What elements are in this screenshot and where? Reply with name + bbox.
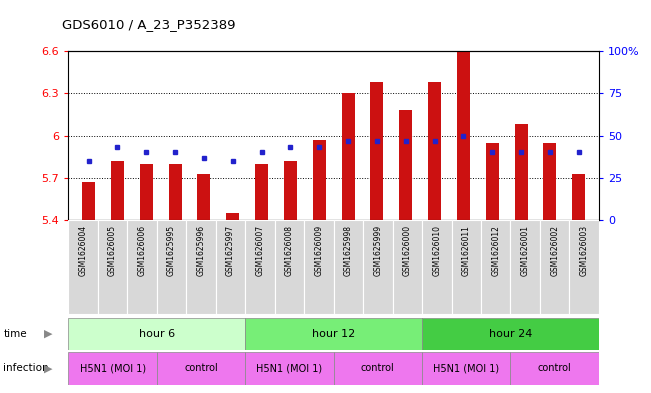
Text: GSM1625997: GSM1625997 [226, 225, 235, 276]
Text: GSM1626011: GSM1626011 [462, 225, 471, 275]
Text: H5N1 (MOI 1): H5N1 (MOI 1) [79, 364, 146, 373]
Bar [186, 220, 215, 314]
Text: GSM1626009: GSM1626009 [314, 225, 324, 276]
Bar [245, 352, 334, 385]
Bar [157, 220, 186, 314]
Text: GDS6010 / A_23_P352389: GDS6010 / A_23_P352389 [62, 18, 236, 31]
Bar [540, 220, 570, 314]
Text: control: control [361, 364, 395, 373]
Text: GSM1626000: GSM1626000 [403, 225, 412, 276]
Text: H5N1 (MOI 1): H5N1 (MOI 1) [433, 364, 499, 373]
Text: GSM1625995: GSM1625995 [167, 225, 176, 276]
Bar [457, 51, 470, 220]
Bar [111, 161, 124, 220]
Bar [486, 143, 499, 220]
Bar [334, 220, 363, 314]
Bar [481, 220, 510, 314]
Text: GSM1626004: GSM1626004 [79, 225, 88, 276]
Bar [68, 220, 98, 314]
Text: GSM1625998: GSM1625998 [344, 225, 353, 276]
Bar [284, 161, 297, 220]
Text: GSM1626007: GSM1626007 [255, 225, 264, 276]
Bar [227, 213, 239, 220]
Bar [245, 318, 422, 350]
Bar [514, 124, 527, 220]
Text: GSM1626008: GSM1626008 [285, 225, 294, 276]
Text: infection: infection [3, 364, 49, 373]
Bar [572, 174, 585, 220]
Bar [393, 220, 422, 314]
Bar [82, 182, 95, 220]
Text: hour 6: hour 6 [139, 329, 175, 339]
Bar [275, 220, 304, 314]
Bar [245, 220, 275, 314]
Bar [342, 94, 355, 220]
Text: GSM1626006: GSM1626006 [137, 225, 146, 276]
Text: GSM1626010: GSM1626010 [432, 225, 441, 276]
Bar [98, 220, 128, 314]
Text: control: control [538, 364, 572, 373]
Bar [128, 220, 157, 314]
Text: hour 12: hour 12 [312, 329, 355, 339]
Bar [422, 220, 452, 314]
Bar [255, 164, 268, 220]
Bar [452, 220, 481, 314]
Text: GSM1626012: GSM1626012 [492, 225, 500, 275]
Bar [399, 110, 412, 220]
Bar [68, 318, 245, 350]
Bar [544, 143, 557, 220]
Bar [140, 164, 153, 220]
Text: hour 24: hour 24 [489, 329, 532, 339]
Bar [422, 318, 599, 350]
Text: H5N1 (MOI 1): H5N1 (MOI 1) [256, 364, 322, 373]
Bar [428, 82, 441, 220]
Bar [570, 220, 599, 314]
Bar [68, 352, 157, 385]
Text: ▶: ▶ [44, 329, 53, 339]
Text: GSM1626003: GSM1626003 [579, 225, 589, 276]
Text: GSM1625999: GSM1625999 [374, 225, 382, 276]
Text: GSM1626002: GSM1626002 [550, 225, 559, 276]
Text: time: time [3, 329, 27, 339]
Bar [510, 352, 599, 385]
Bar [422, 352, 510, 385]
Text: GSM1626005: GSM1626005 [108, 225, 117, 276]
Text: GSM1625996: GSM1625996 [197, 225, 206, 276]
Text: GSM1626001: GSM1626001 [521, 225, 530, 276]
Bar [157, 352, 245, 385]
Bar [334, 352, 422, 385]
Bar [169, 164, 182, 220]
Bar [197, 174, 210, 220]
Bar [363, 220, 393, 314]
Bar [304, 220, 334, 314]
Bar [215, 220, 245, 314]
Bar [510, 220, 540, 314]
Bar [312, 140, 326, 220]
Text: control: control [184, 364, 218, 373]
Text: ▶: ▶ [44, 364, 53, 373]
Bar [370, 82, 383, 220]
